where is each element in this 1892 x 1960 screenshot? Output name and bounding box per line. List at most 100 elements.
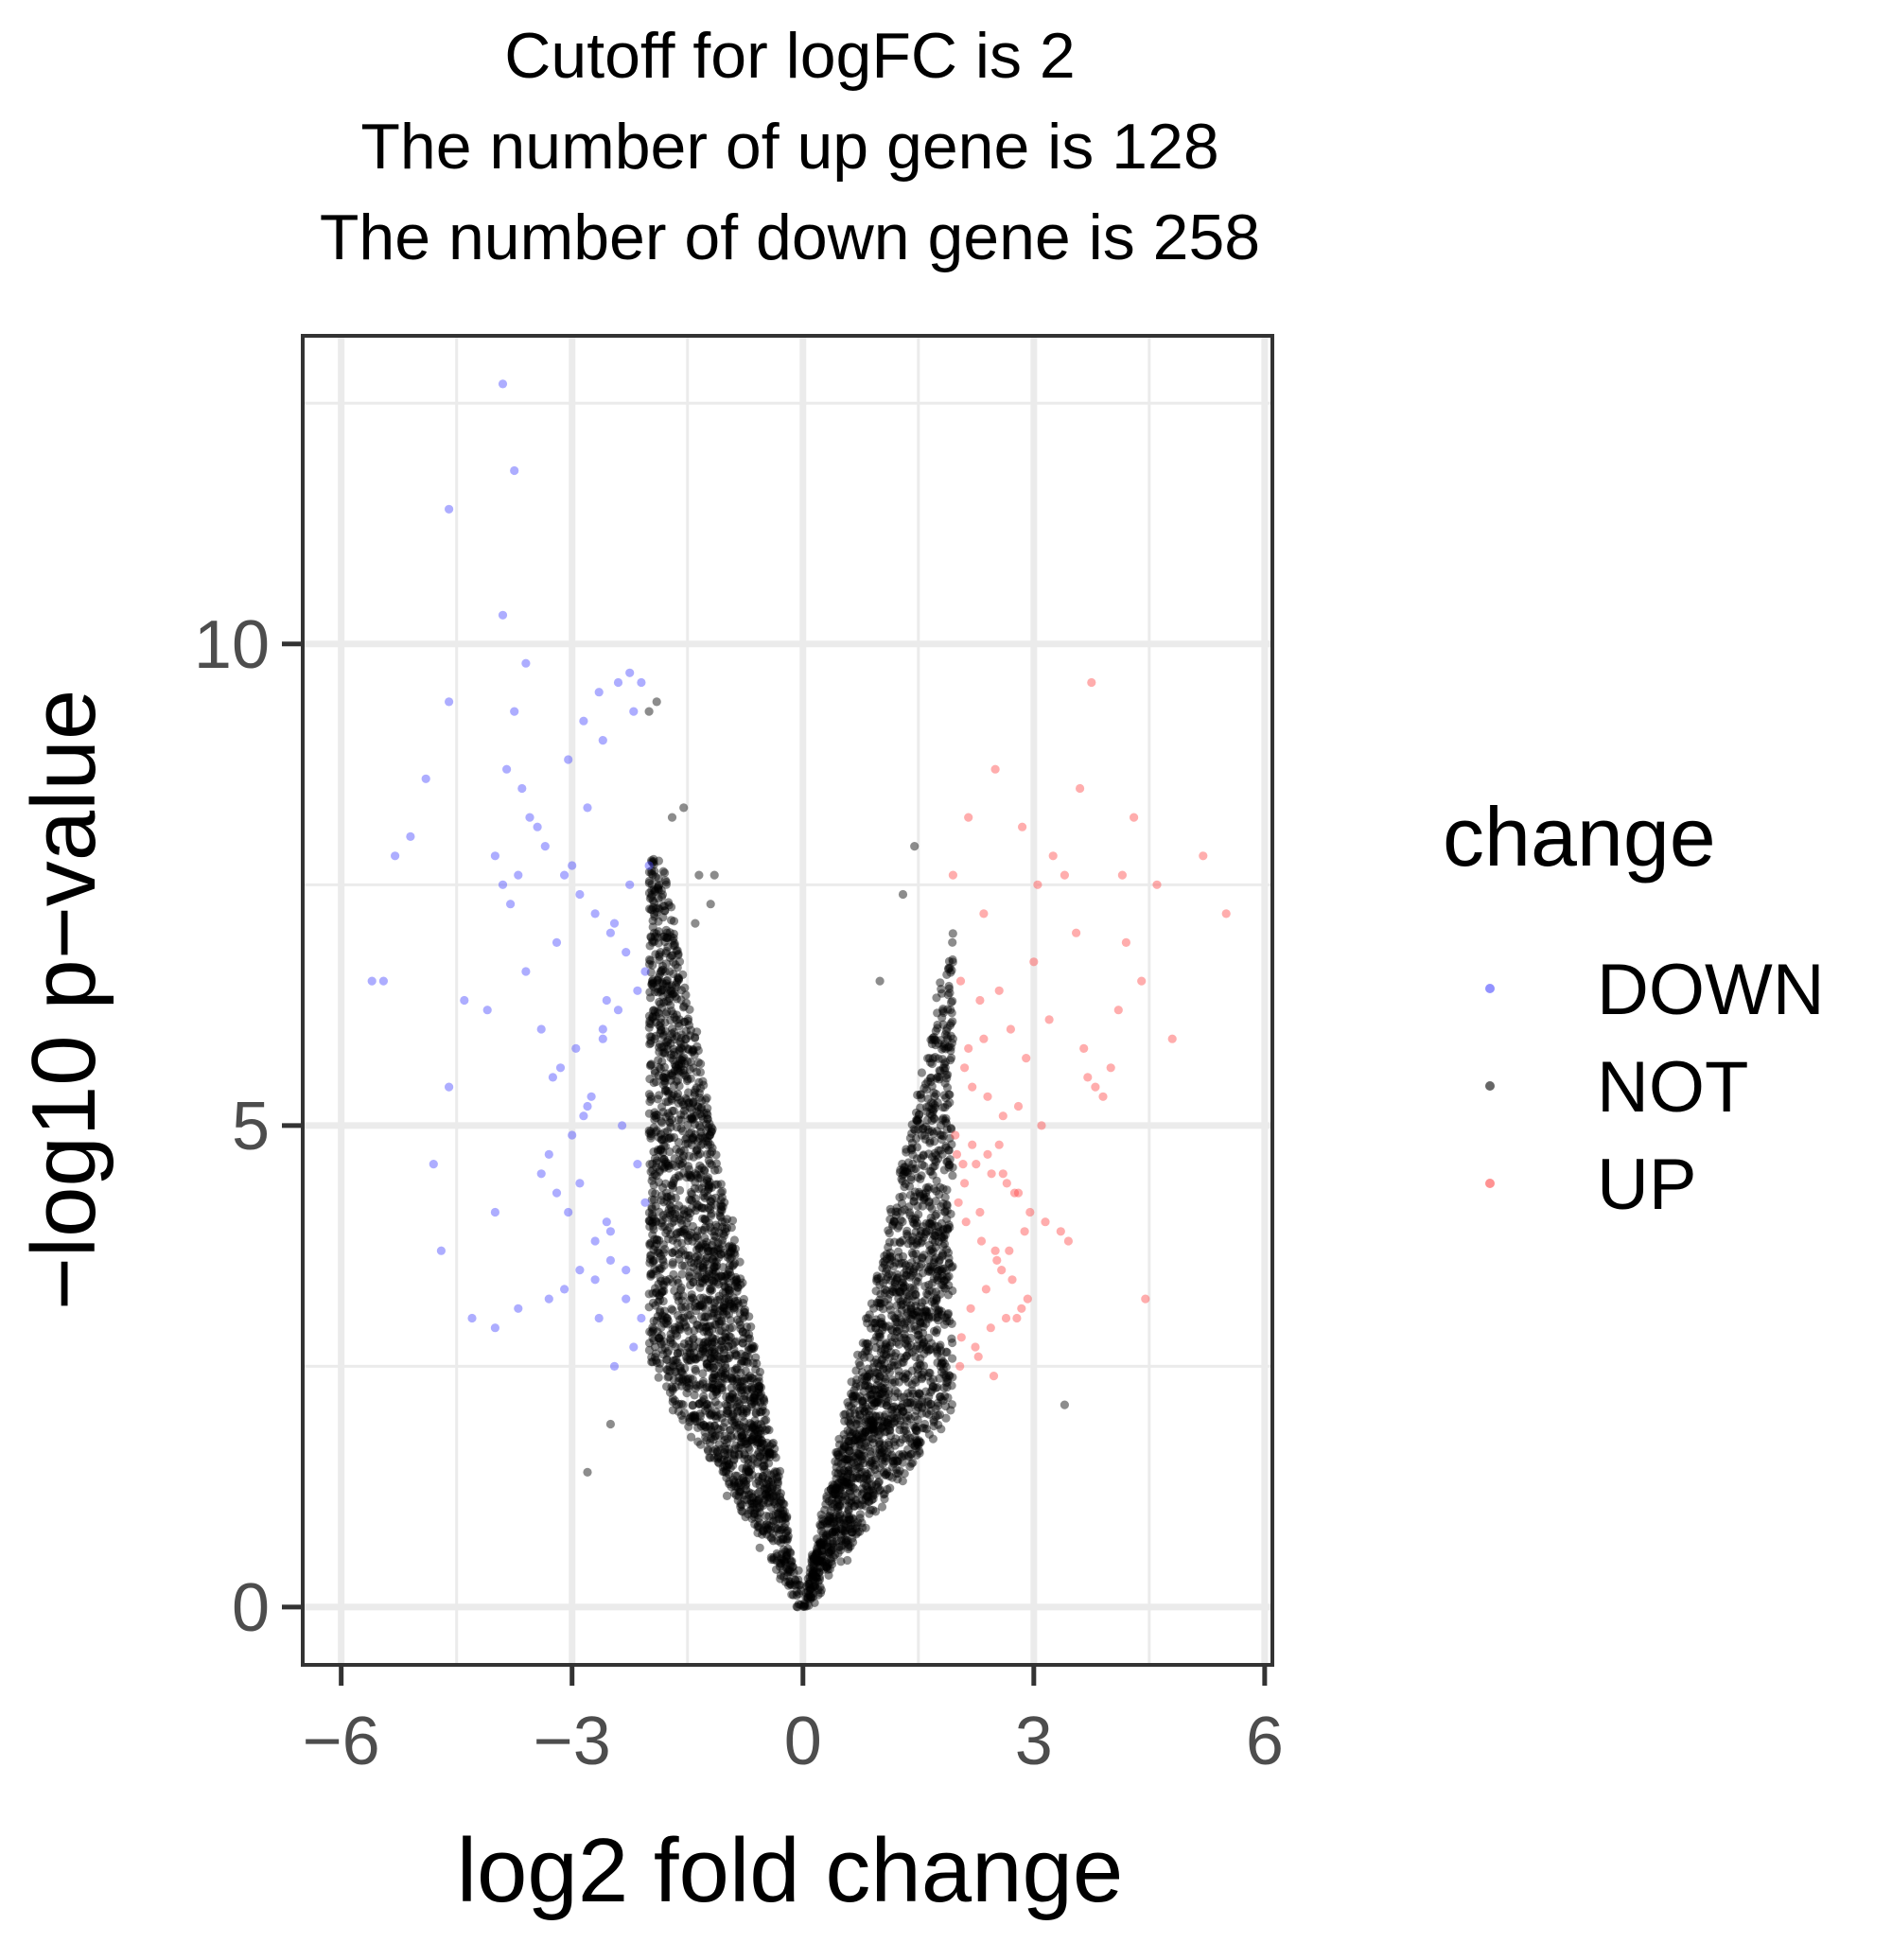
- point-up: [954, 1198, 963, 1207]
- point-not: [660, 1245, 670, 1254]
- point-not: [928, 1054, 937, 1063]
- point-not: [654, 927, 664, 936]
- point-not: [834, 1478, 844, 1487]
- point-not: [662, 996, 672, 1006]
- point-not: [649, 1123, 658, 1132]
- point-not: [657, 1264, 666, 1273]
- point-not: [773, 1479, 782, 1489]
- point-not: [837, 1445, 847, 1455]
- point-not: [792, 1580, 801, 1589]
- point-not: [732, 1418, 742, 1427]
- point-not: [670, 1356, 680, 1365]
- point-not: [732, 1382, 742, 1391]
- point-not: [668, 1160, 677, 1169]
- point-not: [811, 1581, 820, 1590]
- point-up: [1002, 1179, 1011, 1188]
- point-up: [1001, 1313, 1011, 1323]
- point-not: [927, 1127, 937, 1136]
- point-not: [677, 1304, 687, 1314]
- point-down: [609, 1361, 620, 1371]
- point-not: [912, 1361, 922, 1372]
- point-not: [738, 1507, 747, 1516]
- point-not: [684, 1422, 693, 1431]
- point-not: [645, 894, 656, 903]
- point-not: [645, 1060, 656, 1071]
- point-not: [702, 1108, 711, 1117]
- point-down: [579, 716, 588, 726]
- point-not: [778, 1506, 788, 1515]
- point-not: [933, 1410, 943, 1420]
- point-not: [892, 1469, 902, 1479]
- point-not: [682, 1382, 692, 1391]
- point-not: [874, 1486, 885, 1496]
- point-not: [908, 1235, 918, 1245]
- point-not: [854, 1358, 864, 1368]
- point-not: [910, 1375, 920, 1385]
- point-not: [747, 1514, 757, 1523]
- point-not: [670, 940, 680, 951]
- point-not: [850, 1427, 860, 1437]
- point-not: [717, 1239, 727, 1249]
- point-not: [660, 1049, 670, 1059]
- point-not: [704, 1321, 713, 1331]
- point-not: [692, 1251, 703, 1261]
- point-not: [727, 1299, 736, 1308]
- point-not: [782, 1512, 792, 1521]
- point-not: [785, 1555, 795, 1565]
- point-not: [648, 1269, 657, 1279]
- point-not: [847, 1377, 856, 1387]
- point-down: [514, 870, 523, 880]
- point-not: [836, 1459, 846, 1468]
- point-down: [575, 889, 585, 900]
- point-not: [913, 1277, 922, 1286]
- point-down: [602, 1217, 611, 1227]
- point-not: [699, 1225, 710, 1234]
- point-not: [925, 1136, 935, 1146]
- point-not: [652, 907, 662, 918]
- point-not: [713, 1165, 723, 1175]
- point-up: [1221, 909, 1231, 919]
- point-not: [699, 1421, 710, 1430]
- point-not: [652, 1287, 661, 1297]
- point-not: [649, 909, 659, 919]
- point-not: [917, 1402, 927, 1411]
- x-tick-label: 6: [1246, 1704, 1284, 1779]
- point-not: [650, 1034, 659, 1043]
- point-not: [925, 1399, 936, 1409]
- point-not: [909, 1285, 920, 1294]
- point-not: [826, 1506, 835, 1515]
- point-not: [887, 1450, 897, 1460]
- point-not: [645, 1160, 655, 1169]
- point-up: [1098, 1092, 1108, 1101]
- point-not: [747, 1435, 757, 1444]
- point-not: [943, 1308, 954, 1319]
- point-not: [825, 1530, 834, 1539]
- point-not: [696, 1059, 706, 1069]
- point-not: [841, 1523, 850, 1532]
- point-not: [930, 1155, 939, 1164]
- point-not: [655, 1235, 664, 1245]
- point-not: [762, 1519, 772, 1529]
- point-not: [899, 1426, 909, 1436]
- point-up: [997, 1266, 1007, 1275]
- point-not: [721, 1271, 730, 1281]
- point-not: [663, 989, 673, 999]
- point-not: [921, 1227, 931, 1236]
- point-not: [741, 1328, 750, 1338]
- point-not: [937, 1394, 946, 1404]
- point-not: [748, 1424, 758, 1433]
- point-up: [973, 1352, 983, 1361]
- point-up: [992, 1255, 1002, 1265]
- point-not: [938, 1043, 949, 1053]
- point-not: [685, 1103, 694, 1112]
- point-not: [727, 1431, 736, 1441]
- point-not: [720, 1431, 729, 1441]
- point-not: [692, 1417, 702, 1426]
- point-not: [682, 1389, 692, 1398]
- point-not: [658, 1280, 668, 1289]
- point-not: [645, 904, 655, 914]
- point-not: [658, 985, 668, 995]
- point-not: [931, 1404, 940, 1413]
- point-not: [753, 1510, 762, 1520]
- point-not: [759, 1498, 768, 1508]
